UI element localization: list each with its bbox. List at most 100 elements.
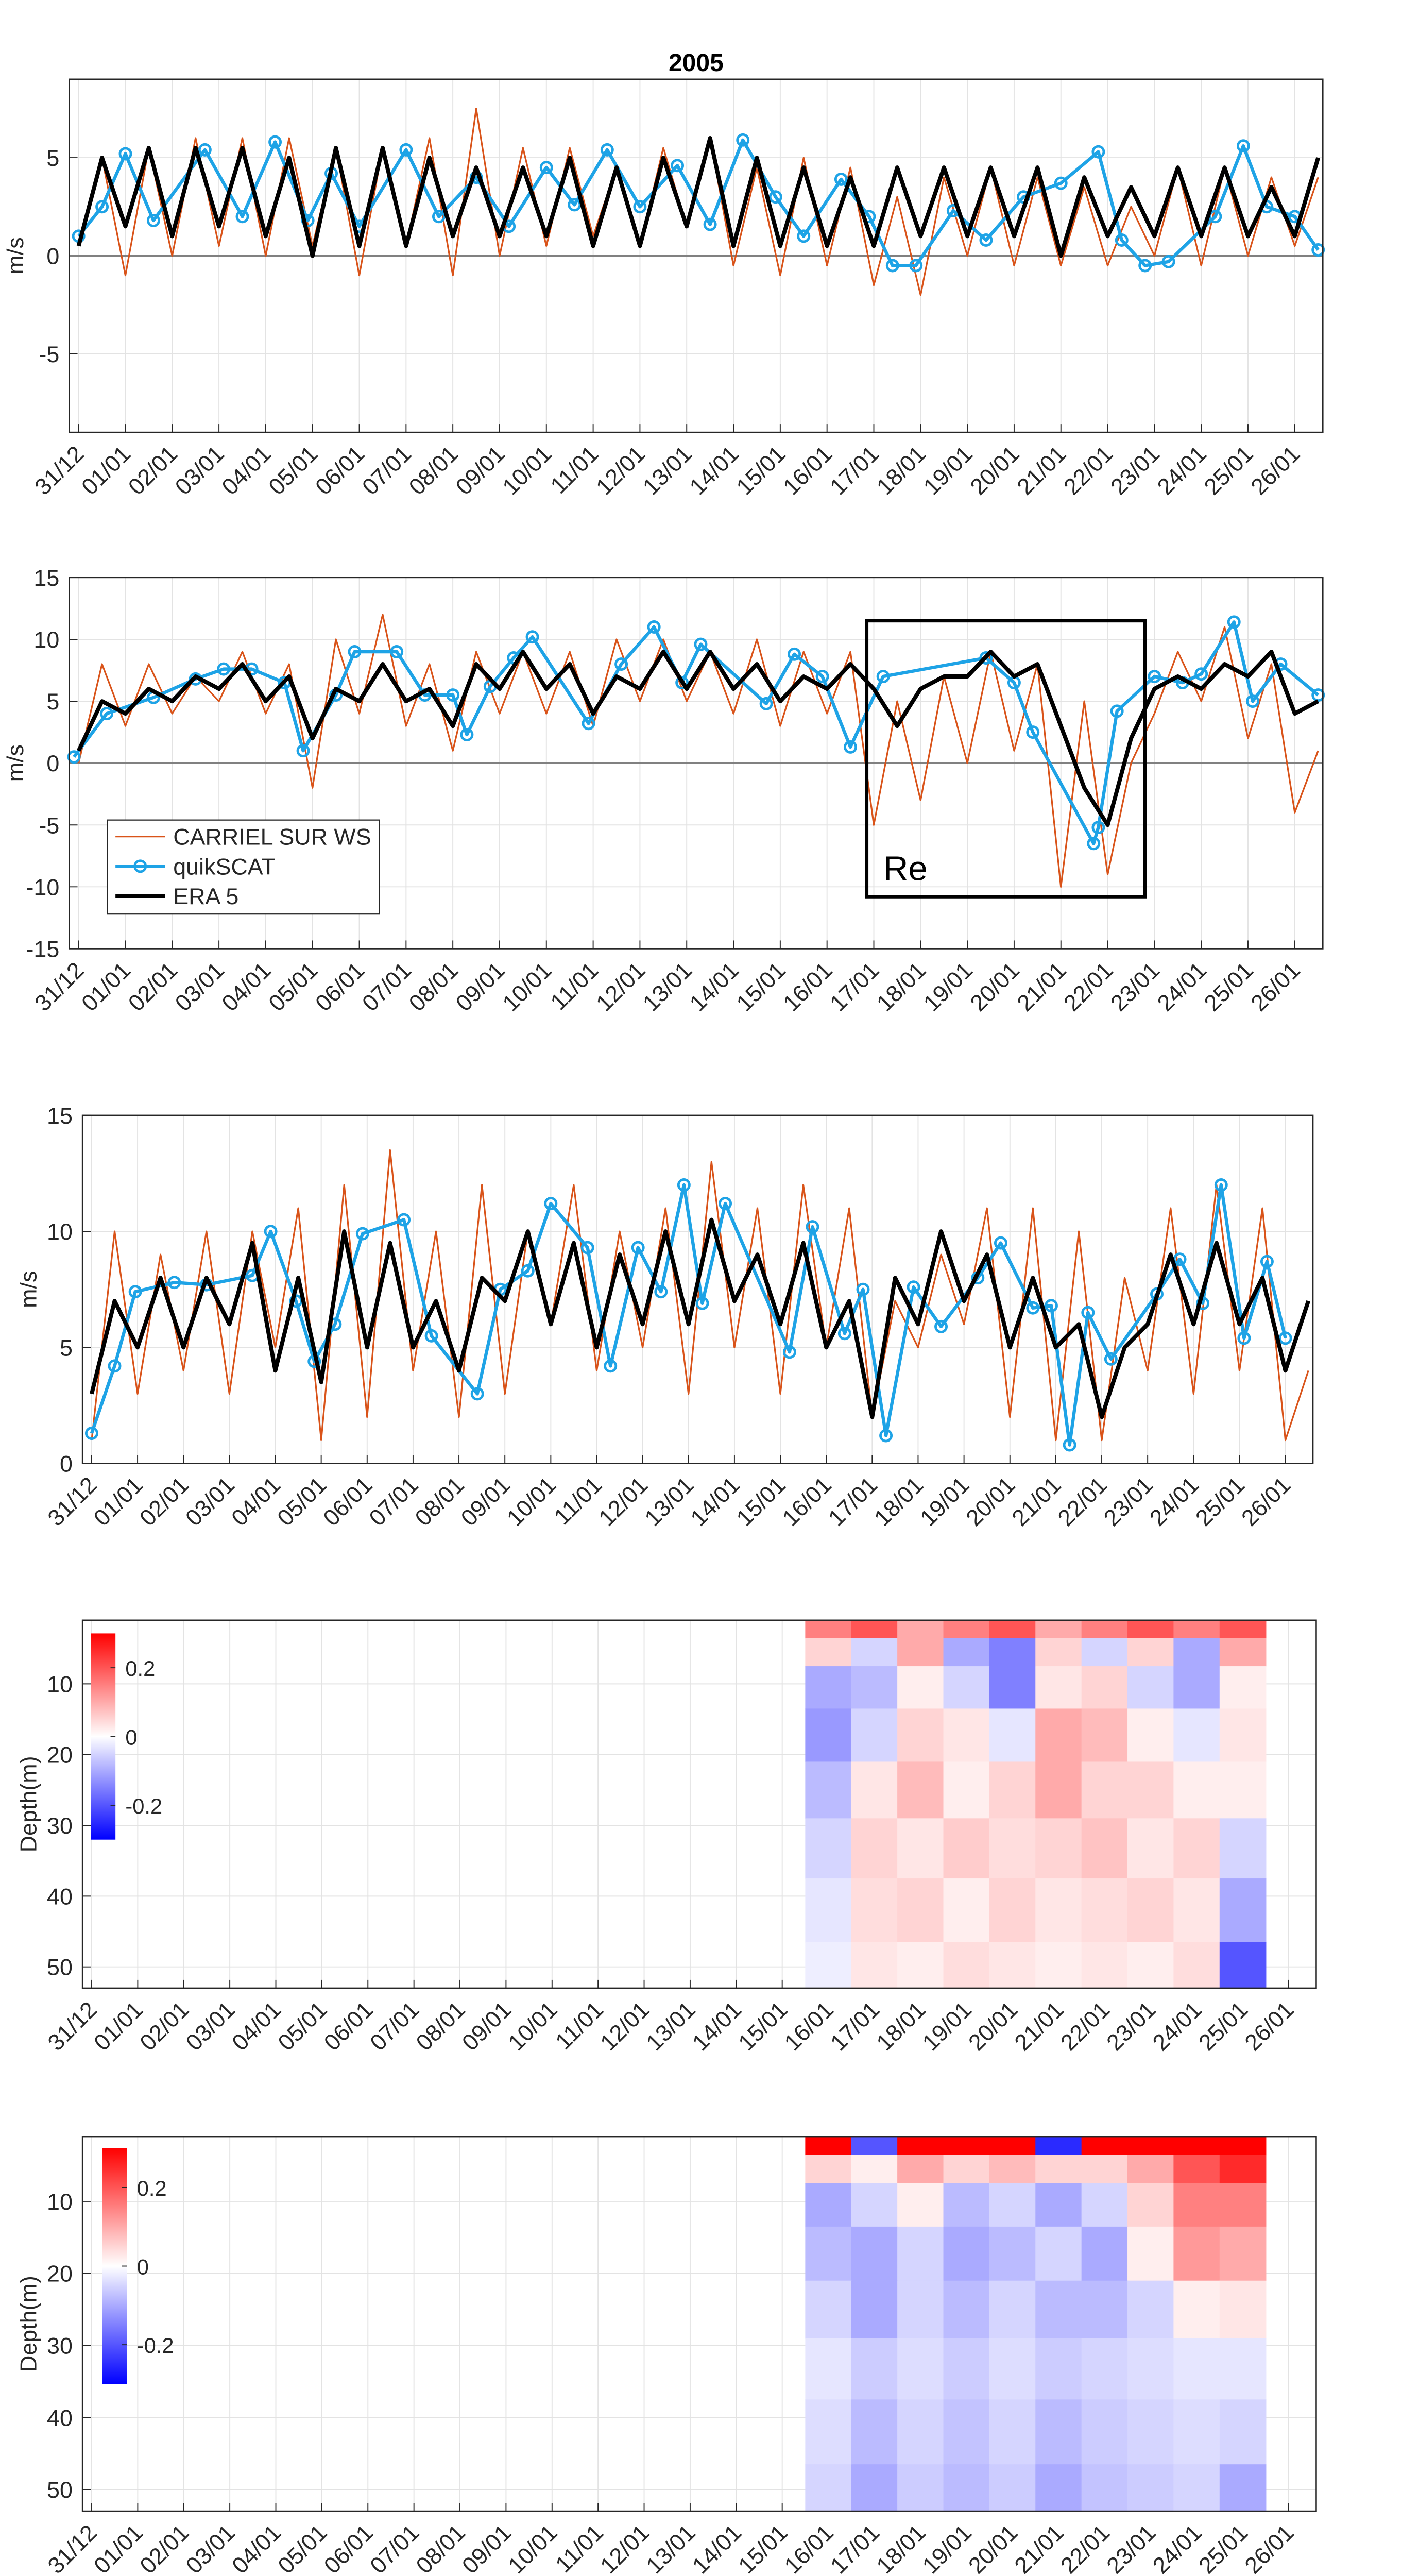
x-tick-label: 26/01 <box>1245 440 1305 500</box>
series-marker <box>525 630 539 644</box>
series-marker <box>1237 1331 1251 1345</box>
x-tick-label: 31/12 <box>42 1996 101 2056</box>
heatmap-cell <box>943 1708 990 1762</box>
x-tick-label: 20/01 <box>961 1471 1020 1531</box>
heatmap-cell <box>851 2399 898 2465</box>
heatmap-cell <box>1035 2226 1082 2282</box>
axes-frame <box>81 1114 1314 1464</box>
heatmap-cell <box>897 1666 944 1709</box>
x-tick-label: 17/01 <box>823 1471 882 1531</box>
x-tick-label: 03/01 <box>170 957 229 1016</box>
heatmap-cell <box>897 2226 944 2282</box>
x-tick-label: 01/01 <box>76 440 135 500</box>
x-tick-label: 21/01 <box>1006 1471 1066 1531</box>
heatmap-cell <box>851 2137 898 2156</box>
heatmap-cell <box>1035 2464 1082 2512</box>
series-marker <box>876 670 890 684</box>
series-marker <box>348 645 362 658</box>
heatmap-cell <box>1127 2464 1174 2512</box>
heatmap-cell <box>1173 1666 1221 1709</box>
series-marker <box>1115 233 1129 247</box>
series-marker <box>614 657 628 671</box>
series-marker <box>979 651 993 665</box>
x-tick-label: 06/01 <box>319 1996 378 2056</box>
series-marker <box>1194 667 1208 681</box>
x-tick-label: 12/01 <box>595 1996 654 2056</box>
colorbar-tick-label: 0 <box>125 1725 137 1750</box>
heatmap-cell <box>1081 1878 1129 1943</box>
heatmap-cell <box>989 2155 1036 2184</box>
panel: 31/1201/0102/0103/0104/0105/0106/0107/01… <box>15 2136 1317 2576</box>
x-tick-label: 18/01 <box>871 1996 930 2056</box>
x-tick-label: 19/01 <box>918 957 978 1016</box>
heatmap-cell <box>1219 1708 1267 1762</box>
x-tick-label: 01/01 <box>76 957 135 1016</box>
heatmap-cell <box>805 1708 852 1762</box>
x-tick-label: 23/01 <box>1105 440 1165 500</box>
y-tick-label: 0 <box>60 1451 73 1477</box>
series-marker <box>1311 688 1325 702</box>
series-marker <box>782 1345 796 1359</box>
x-tick-label: 13/01 <box>639 1471 698 1531</box>
series-marker <box>397 1213 411 1227</box>
x-tick-label: 14/01 <box>687 2519 746 2576</box>
heatmap-cell <box>1219 2155 1267 2184</box>
x-tick-label: 14/01 <box>685 440 744 500</box>
heatmap-cell <box>1035 2137 1082 2156</box>
x-tick-label: 15/01 <box>733 2519 792 2576</box>
series-marker <box>736 133 750 147</box>
x-tick-label: 31/12 <box>42 2519 101 2576</box>
y-tick-label: 5 <box>60 1334 73 1361</box>
heatmap-cell <box>1173 2399 1221 2465</box>
heatmap-cell <box>1219 1878 1267 1943</box>
series-marker <box>446 688 460 702</box>
axes-frame <box>81 2136 1317 2512</box>
y-tick-label: 10 <box>47 1671 73 1697</box>
x-tick-label: 13/01 <box>638 440 697 500</box>
heatmap-cell <box>1035 1761 1082 1819</box>
heatmap-cell <box>989 1761 1036 1819</box>
series-marker <box>719 1197 732 1211</box>
heatmap-cell <box>943 1638 990 1667</box>
annotation-box <box>865 619 1147 899</box>
series-marker <box>1054 176 1068 190</box>
y-axis-label: Depth(m) <box>15 2276 41 2372</box>
heatmap-cell <box>851 1620 898 1639</box>
x-tick-label: 10/01 <box>503 2519 562 2576</box>
heatmap-cell <box>1173 1878 1221 1943</box>
x-tick-label: 24/01 <box>1148 1996 1207 2056</box>
x-tick-label: 12/01 <box>595 2519 654 2576</box>
legend-marker <box>133 859 147 873</box>
heatmap-cell <box>943 2338 990 2400</box>
heatmap-cell <box>943 2464 990 2512</box>
series-marker <box>633 200 647 214</box>
heatmap <box>805 1620 1267 1989</box>
x-tick-label: 03/01 <box>181 2519 240 2576</box>
x-tick-label: 03/01 <box>181 1996 240 2056</box>
x-tick-label: 11/01 <box>549 1471 607 1530</box>
heatmap-cell <box>1219 2226 1267 2282</box>
heatmap-cell <box>851 2338 898 2400</box>
heatmap-cell <box>1127 2226 1174 2282</box>
series-marker <box>580 1241 594 1255</box>
heatmap-cell <box>1173 1638 1221 1667</box>
heatmap-cell <box>897 2155 944 2184</box>
series-marker <box>631 1241 645 1255</box>
heatmap-cell <box>851 1942 898 1989</box>
x-tick-label: 09/01 <box>450 957 509 1016</box>
series-marker <box>582 717 595 731</box>
x-tick-label: 25/01 <box>1190 1471 1250 1531</box>
heatmap-cell <box>989 2183 1036 2228</box>
heatmap-cell <box>943 1666 990 1709</box>
x-tick-label: 08/01 <box>411 1996 470 2056</box>
x-tick-label: 22/01 <box>1055 2519 1115 2576</box>
x-tick-label: 19/01 <box>917 2519 977 2576</box>
y-tick-label: 50 <box>47 1954 73 1980</box>
heatmap-cell <box>805 1878 852 1943</box>
heatmap-cell <box>1127 1666 1174 1709</box>
series-marker <box>470 1387 484 1401</box>
x-tick-label: 14/01 <box>685 957 744 1016</box>
heatmap-cell <box>1081 1620 1129 1639</box>
heatmap-cell <box>1127 2155 1174 2184</box>
